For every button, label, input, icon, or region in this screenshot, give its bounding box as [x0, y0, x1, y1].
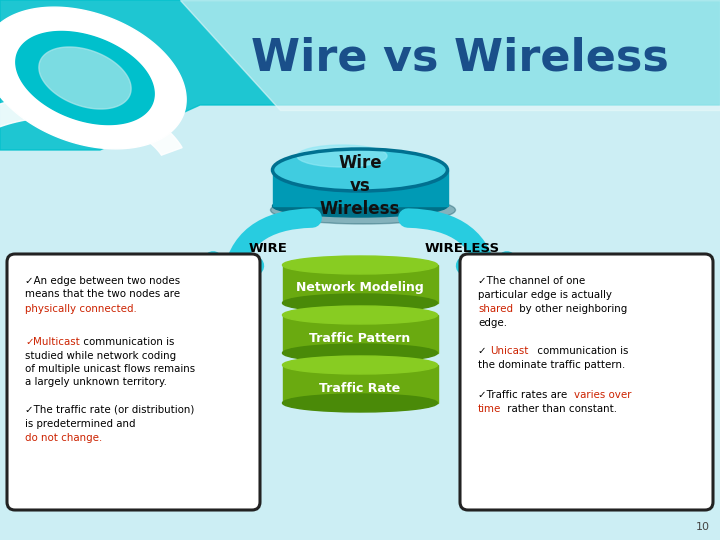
Text: particular edge is actually: particular edge is actually [478, 290, 612, 300]
Text: communication is: communication is [534, 346, 629, 356]
Bar [282, 315, 438, 353]
Text: Unicast: Unicast [490, 346, 528, 356]
Bar [282, 365, 438, 403]
Text: the dominate traffic pattern.: the dominate traffic pattern. [478, 360, 625, 370]
Bar [273, 170, 448, 206]
Text: shared: shared [478, 304, 513, 314]
Ellipse shape [282, 306, 438, 324]
Text: of multiple unicast flows remains: of multiple unicast flows remains [25, 364, 195, 374]
Polygon shape [0, 95, 182, 165]
Text: time: time [478, 404, 501, 414]
Text: Network Modeling: Network Modeling [296, 281, 424, 294]
Text: WIRE: WIRE [248, 241, 287, 254]
Ellipse shape [282, 394, 438, 412]
Text: Traffic Rate: Traffic Rate [320, 381, 400, 395]
Text: physically connected.: physically connected. [25, 304, 137, 314]
Bar [282, 265, 438, 303]
Text: Wire
vs
Wireless: Wire vs Wireless [320, 154, 400, 218]
Ellipse shape [282, 294, 438, 312]
Text: Wire vs Wireless: Wire vs Wireless [251, 37, 669, 79]
Text: Multicast: Multicast [33, 337, 80, 347]
Polygon shape [16, 31, 154, 125]
Text: 10: 10 [696, 522, 710, 532]
Text: edge.: edge. [478, 318, 507, 328]
Ellipse shape [282, 256, 438, 274]
Text: ✓Traffic rates are: ✓Traffic rates are [478, 390, 570, 400]
Text: ✓: ✓ [478, 346, 490, 356]
FancyBboxPatch shape [460, 254, 713, 510]
Text: ✓: ✓ [25, 337, 34, 347]
Polygon shape [180, 0, 720, 110]
Text: do not change.: do not change. [25, 433, 102, 443]
Text: ✓An edge between two nodes
means that the two nodes are: ✓An edge between two nodes means that th… [25, 276, 180, 299]
Ellipse shape [297, 145, 387, 167]
Ellipse shape [272, 149, 448, 191]
Text: ✓The traffic rate (or distribution): ✓The traffic rate (or distribution) [25, 405, 194, 415]
Text: by other neighboring: by other neighboring [516, 304, 627, 314]
Polygon shape [0, 7, 186, 149]
Ellipse shape [282, 344, 438, 362]
Text: rather than constant.: rather than constant. [504, 404, 617, 414]
Polygon shape [0, 0, 720, 150]
Text: studied while network coding: studied while network coding [25, 351, 176, 361]
Ellipse shape [271, 196, 456, 224]
Polygon shape [39, 47, 131, 109]
Ellipse shape [272, 195, 448, 217]
Ellipse shape [282, 356, 438, 374]
Text: ✓The channel of one: ✓The channel of one [478, 276, 585, 286]
Text: is predetermined and: is predetermined and [25, 419, 135, 429]
Text: communication is: communication is [80, 337, 174, 347]
Text: Traffic Pattern: Traffic Pattern [310, 332, 410, 345]
Text: a largely unknown territory.: a largely unknown territory. [25, 377, 167, 387]
Text: varies over: varies over [574, 390, 631, 400]
Text: WIRELESS: WIRELESS [424, 241, 500, 254]
FancyBboxPatch shape [7, 254, 260, 510]
